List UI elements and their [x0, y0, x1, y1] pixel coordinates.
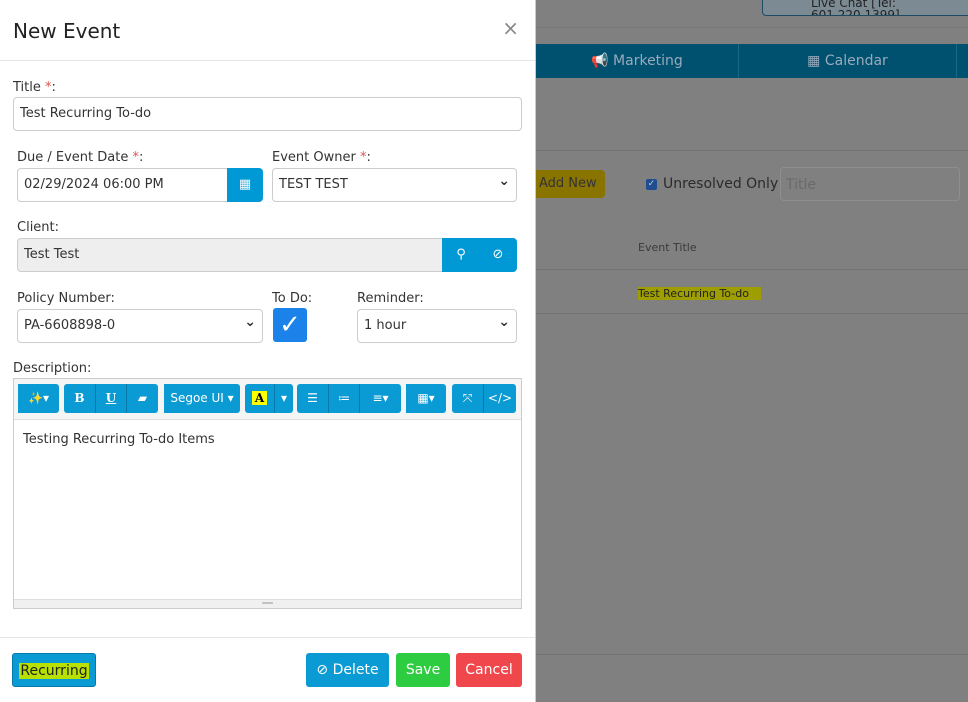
modal-title: New Event [13, 19, 121, 43]
column-header-event-title[interactable]: Event Title [638, 241, 697, 254]
toolbar-group-font: Segoe UI ▾ [164, 384, 240, 413]
unresolved-only-checkbox[interactable]: ✓ Unresolved Only [646, 176, 778, 192]
resize-handle[interactable]: ═══ [14, 599, 521, 608]
toolbar-group-view: ⤧ </> [452, 384, 516, 413]
code-view-icon[interactable]: </> [484, 384, 516, 413]
table-icon[interactable]: ▦▾ [406, 384, 446, 413]
reminder-select[interactable]: 1 hour [357, 306, 517, 343]
toolbar-group-style: ✨▾ [18, 384, 59, 413]
live-chat-label: Live Chat [Tel: 601.220.1399] [811, 0, 900, 16]
delete-button[interactable]: ⊘ Delete [306, 653, 389, 687]
toolbar-group-format: B U ▰ [64, 384, 158, 413]
nav-calendar[interactable]: ▦ Calendar [739, 44, 957, 78]
save-button[interactable]: Save [396, 653, 450, 687]
policy-select[interactable]: PA-6608898-0 [17, 306, 263, 343]
eraser-icon[interactable]: ▰ [127, 384, 158, 413]
nav-marketing[interactable]: 📢 Marketing [536, 44, 739, 78]
editor-content[interactable]: Testing Recurring To-do Items [23, 432, 215, 447]
underline-icon[interactable]: U [96, 384, 127, 413]
new-event-modal: New Event × Title *: Test Recurring To-d… [0, 0, 536, 702]
ordered-list-icon[interactable]: ≔ [329, 384, 360, 413]
nav-label: Calendar [824, 53, 888, 69]
divider [536, 313, 968, 314]
delete-label: Delete [332, 662, 379, 678]
color-dropdown-icon[interactable]: ▾ [275, 384, 293, 413]
close-icon[interactable]: × [502, 16, 519, 40]
clear-icon[interactable]: ⊘ [479, 238, 517, 272]
todo-label: To Do: [272, 291, 313, 306]
modal-footer-divider [0, 637, 535, 638]
client-input[interactable]: Test Test [17, 238, 443, 272]
live-chat-button[interactable]: Live Chat [Tel: 601.220.1399] [762, 0, 968, 16]
table-row[interactable]: Test Recurring To-do [638, 287, 761, 300]
toolbar-group-para: ☰ ≔ ≡▾ [297, 384, 401, 413]
due-date-label: Due / Event Date *: [17, 150, 144, 165]
modal-header: New Event × [0, 0, 535, 61]
add-new-button[interactable]: Add New [536, 170, 605, 198]
font-name: Segoe UI [170, 391, 224, 405]
calendar-icon: ▦ [807, 53, 825, 69]
magic-wand-icon[interactable]: ✨▾ [18, 384, 59, 413]
divider [536, 150, 968, 151]
reminder-label: Reminder: [357, 291, 424, 306]
event-owner-label: Event Owner *: [272, 150, 371, 165]
toolbar-group-color: A ▾ [245, 384, 293, 413]
selected-value: PA-6608898-0 [24, 318, 116, 333]
font-name-dropdown[interactable]: Segoe UI ▾ [164, 384, 240, 413]
bold-icon[interactable]: B [64, 384, 96, 413]
divider [536, 654, 968, 655]
align-icon[interactable]: ≡▾ [360, 384, 401, 413]
font-color-icon[interactable]: A [245, 384, 275, 413]
description-label: Description: [13, 361, 92, 376]
event-owner-select[interactable]: TEST TEST [272, 165, 517, 202]
checkbox-icon: ✓ [646, 178, 657, 190]
search-icon[interactable]: ⚲ [442, 238, 480, 272]
fullscreen-icon[interactable]: ⤧ [452, 384, 484, 413]
recurring-button[interactable]: Recurring [12, 653, 96, 687]
calendar-icon[interactable]: ▦ [227, 168, 263, 202]
title-label: Title *: [13, 80, 56, 95]
main-nav: 📢 Marketing ▦ Calendar [536, 44, 968, 78]
recurring-label: Recurring [19, 663, 89, 679]
nav-label: Marketing [613, 53, 683, 69]
selected-value: 1 hour [364, 318, 407, 333]
megaphone-icon: 📢 [591, 53, 614, 69]
due-date-input[interactable]: 02/29/2024 06:00 PM [17, 168, 228, 202]
title-filter-input[interactable]: Title [780, 167, 960, 201]
top-header [536, 0, 968, 28]
ban-icon: ⊘ [316, 662, 333, 678]
selected-value: TEST TEST [279, 177, 348, 192]
checkbox-label: Unresolved Only [663, 176, 779, 192]
client-label: Client: [17, 220, 60, 235]
todo-checkbox[interactable]: ✓ [273, 308, 307, 342]
policy-label: Policy Number: [17, 291, 115, 306]
divider [536, 269, 968, 270]
cancel-button[interactable]: Cancel [456, 653, 522, 687]
unordered-list-icon[interactable]: ☰ [297, 384, 329, 413]
title-input[interactable]: Test Recurring To-do [13, 97, 522, 131]
toolbar-group-table: ▦▾ [406, 384, 446, 413]
